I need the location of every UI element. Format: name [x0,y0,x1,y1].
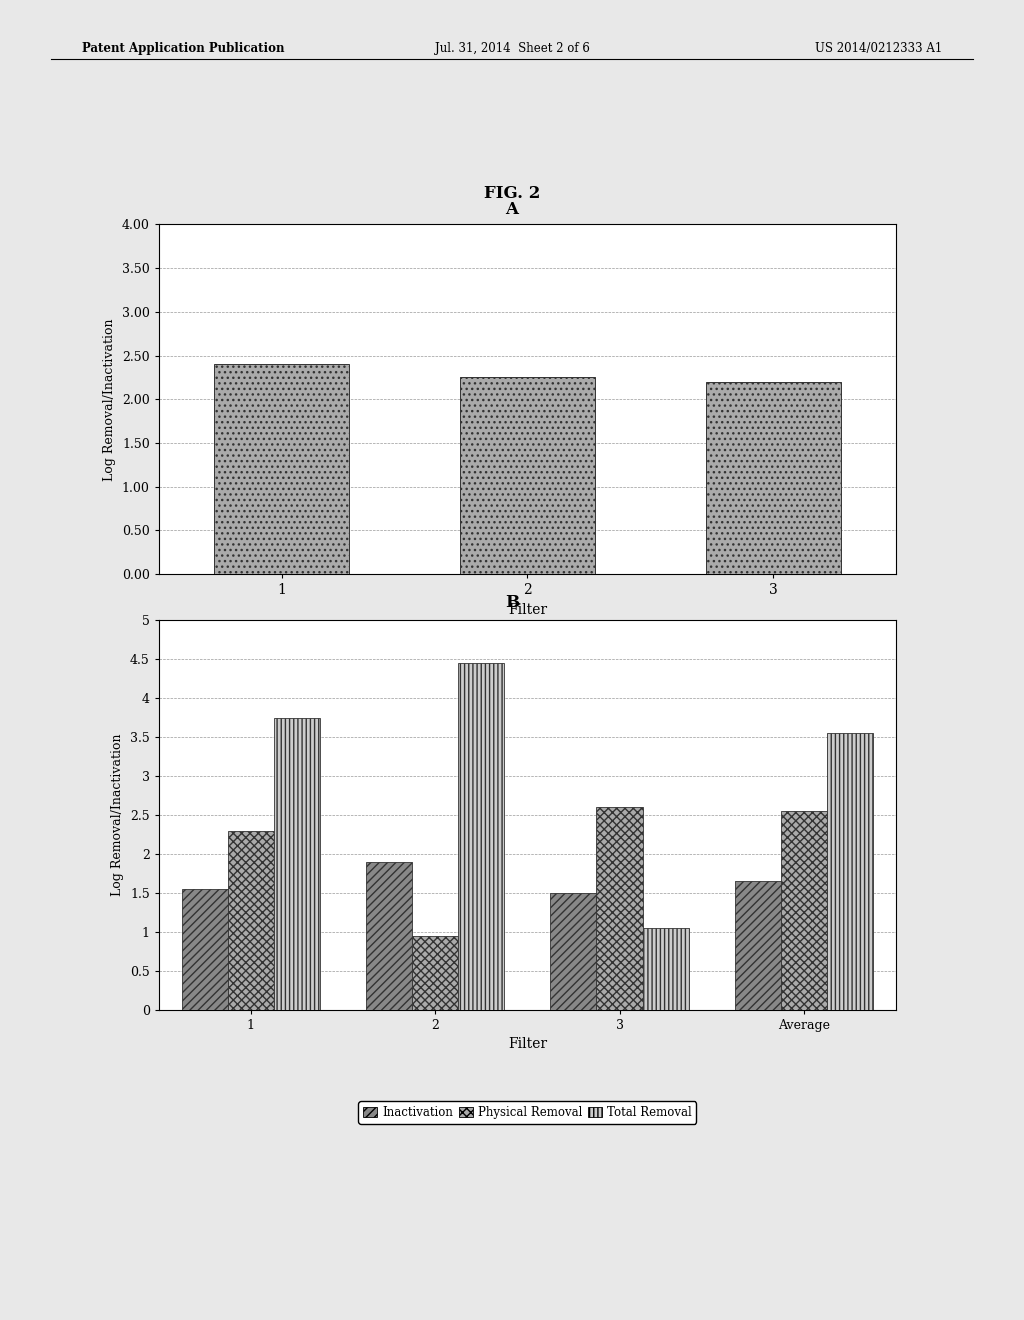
Bar [214,364,349,574]
Text: Jul. 31, 2014  Sheet 2 of 6: Jul. 31, 2014 Sheet 2 of 6 [434,42,590,55]
Legend: Inactivation, Physical Removal, Total Removal: Inactivation, Physical Removal, Total Re… [358,1101,696,1123]
Bar [227,830,274,1010]
Bar [459,663,504,1010]
X-axis label: Filter: Filter [508,603,547,616]
Y-axis label: Log Removal/Inactivation: Log Removal/Inactivation [103,318,117,480]
Bar [827,734,872,1010]
Bar [596,808,643,1010]
Bar [551,892,596,1010]
Bar [460,378,595,574]
Text: B: B [505,594,519,611]
Bar [182,890,227,1010]
Bar [706,381,841,574]
Text: A: A [506,201,518,218]
Text: US 2014/0212333 A1: US 2014/0212333 A1 [815,42,942,55]
Text: Patent Application Publication: Patent Application Publication [82,42,285,55]
Bar [643,928,688,1010]
Bar [412,936,458,1010]
Text: FIG. 2: FIG. 2 [483,185,541,202]
Bar [274,718,319,1010]
Bar [735,882,781,1010]
X-axis label: Filter: Filter [508,1038,547,1052]
Bar [780,812,827,1010]
Y-axis label: Log Removal/Inactivation: Log Removal/Inactivation [112,734,124,896]
Bar [367,862,412,1010]
